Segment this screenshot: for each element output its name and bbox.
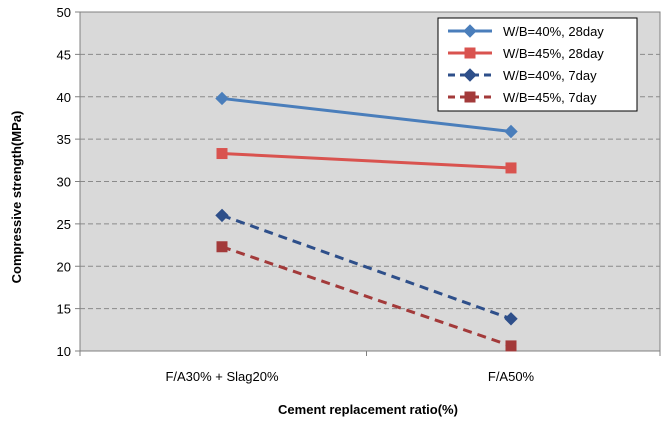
y-tick-label: 40 bbox=[57, 90, 71, 105]
x-tick-labels: F/A30% + Slag20% F/A50% bbox=[165, 369, 534, 384]
y-tick-labels: 10 15 20 25 30 35 40 45 50 bbox=[57, 5, 71, 359]
legend-marker bbox=[464, 47, 476, 59]
legend-label: W/B=40%, 28day bbox=[503, 24, 604, 39]
series-line bbox=[221, 213, 512, 321]
legend-label: W/B=45%, 7day bbox=[503, 90, 597, 105]
legend-label: W/B=40%, 7day bbox=[503, 68, 597, 83]
y-tick-label: 25 bbox=[57, 217, 71, 232]
series-3 bbox=[215, 208, 518, 326]
data-point bbox=[215, 91, 229, 106]
x-tick-label: F/A30% + Slag20% bbox=[165, 369, 279, 384]
legend-marker bbox=[463, 24, 477, 38]
y-tick-label: 50 bbox=[57, 5, 71, 20]
legend-marker bbox=[463, 68, 477, 82]
x-tick-label: F/A50% bbox=[488, 369, 535, 384]
series-line bbox=[221, 96, 512, 133]
legend: W/B=40%, 28day W/B=45%, 28day W/B=40%, 7da… bbox=[437, 17, 638, 112]
legend-item: W/B=45%, 28day bbox=[448, 46, 604, 61]
data-point bbox=[504, 312, 518, 326]
data-point bbox=[505, 162, 517, 174]
legend-item: W/B=40%, 7day bbox=[448, 68, 597, 83]
legend-item: W/B=45%, 7day bbox=[448, 90, 597, 105]
series-layer bbox=[215, 91, 518, 352]
series-1 bbox=[215, 91, 518, 139]
data-point bbox=[505, 340, 517, 352]
data-point bbox=[504, 124, 518, 139]
series-line bbox=[221, 152, 512, 170]
data-point bbox=[215, 208, 229, 223]
legend-marker bbox=[464, 91, 476, 103]
data-point bbox=[216, 148, 228, 160]
y-tick-label: 35 bbox=[57, 132, 71, 147]
series-4 bbox=[216, 241, 517, 352]
series-line bbox=[221, 245, 512, 348]
y-tick-label: 15 bbox=[57, 302, 71, 317]
x-axis-title: Cement replacement ratio(%) bbox=[278, 402, 458, 417]
series-2 bbox=[216, 148, 517, 174]
y-tick-label: 10 bbox=[57, 344, 71, 359]
axes bbox=[79, 12, 661, 356]
y-tick-label: 45 bbox=[57, 47, 71, 62]
legend-label: W/B=45%, 28day bbox=[503, 46, 604, 61]
y-axis-title: Compressive strength(MPa) bbox=[9, 111, 24, 284]
legend-item: W/B=40%, 28day bbox=[448, 24, 604, 39]
y-tick-label: 20 bbox=[57, 259, 71, 274]
data-point bbox=[216, 241, 228, 253]
y-tick-label: 30 bbox=[57, 175, 71, 190]
